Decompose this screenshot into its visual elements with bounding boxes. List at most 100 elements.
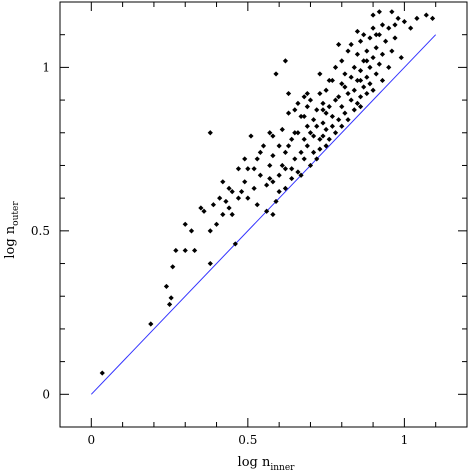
data-point	[339, 81, 345, 87]
data-point	[317, 71, 323, 77]
data-point	[345, 90, 351, 97]
y-tick-label: 0	[42, 387, 50, 401]
data-point	[314, 156, 320, 162]
data-point	[251, 185, 257, 191]
x-tick-label: 1	[401, 433, 409, 447]
data-point	[351, 87, 357, 93]
data-point	[379, 77, 386, 84]
data-point	[361, 58, 367, 64]
data-point	[254, 156, 260, 162]
data-point	[207, 130, 213, 136]
data-point	[282, 58, 289, 64]
data-point	[267, 175, 273, 182]
data-point	[307, 130, 314, 136]
data-point	[317, 90, 323, 97]
data-point	[301, 113, 307, 120]
data-point	[267, 162, 273, 169]
data-point	[292, 107, 298, 113]
data-point	[148, 321, 154, 327]
data-point	[429, 15, 436, 21]
data-point	[357, 68, 364, 74]
data-point	[207, 260, 213, 267]
data-point	[270, 153, 276, 159]
data-point	[376, 9, 382, 15]
data-point	[282, 166, 289, 172]
data-point	[270, 211, 276, 218]
data-point	[238, 189, 245, 195]
data-point	[320, 120, 326, 126]
data-point	[182, 247, 188, 254]
data-point	[273, 71, 279, 77]
data-point	[245, 166, 251, 172]
data-point	[217, 195, 223, 201]
data-point	[367, 81, 373, 87]
data-point	[264, 208, 270, 214]
data-point	[223, 198, 229, 205]
data-point	[342, 84, 348, 90]
data-point	[323, 110, 329, 116]
data-point	[332, 130, 339, 136]
data-point	[276, 172, 282, 178]
data-point	[207, 228, 213, 234]
data-point	[357, 77, 364, 84]
data-point	[370, 87, 376, 93]
data-point	[279, 126, 285, 133]
data-point	[386, 64, 392, 70]
y-axis-label-base: log n	[3, 225, 18, 258]
data-point	[364, 90, 370, 97]
data-point	[198, 205, 204, 211]
data-point	[257, 149, 263, 155]
data-point	[339, 58, 345, 64]
data-point	[395, 15, 401, 21]
data-point	[173, 247, 179, 254]
data-point	[326, 104, 332, 110]
x-tick-label: 0	[87, 433, 95, 447]
data-point	[354, 51, 361, 57]
data-point	[373, 45, 379, 51]
data-point	[373, 71, 379, 77]
data-point	[273, 198, 279, 205]
data-point	[248, 133, 254, 139]
data-point	[354, 28, 361, 35]
data-point	[307, 162, 314, 169]
data-point	[257, 172, 263, 178]
data-point	[367, 35, 373, 41]
data-point	[364, 74, 370, 80]
data-point	[270, 179, 276, 185]
data-point	[289, 136, 295, 142]
data-point	[292, 156, 298, 162]
data-point	[99, 370, 105, 376]
axis-ticks-layer	[60, 2, 467, 427]
data-point	[285, 110, 292, 116]
data-point	[357, 38, 364, 44]
y-axis-label-sub: outer	[11, 201, 21, 226]
data-point	[245, 195, 251, 201]
data-point	[264, 182, 270, 188]
data-point	[373, 32, 379, 38]
data-point	[339, 104, 345, 110]
data-point	[329, 113, 335, 120]
data-point	[348, 74, 354, 80]
data-point	[301, 94, 307, 100]
data-point	[389, 9, 395, 15]
data-point	[201, 208, 207, 214]
data-point	[235, 166, 242, 172]
data-point	[317, 146, 323, 152]
data-point	[357, 94, 364, 100]
data-point	[163, 283, 170, 290]
data-point	[351, 64, 357, 70]
data-point	[376, 61, 382, 67]
data-point	[276, 143, 282, 149]
data-point	[276, 189, 282, 195]
data-point	[339, 123, 345, 129]
data-point	[242, 156, 248, 162]
data-point	[295, 130, 301, 136]
data-point	[361, 32, 367, 38]
data-point	[364, 48, 370, 54]
data-point	[226, 185, 232, 191]
data-point	[342, 71, 348, 77]
data-point	[220, 211, 226, 218]
data-point	[323, 143, 329, 149]
data-point	[345, 117, 351, 123]
data-point	[326, 136, 332, 142]
